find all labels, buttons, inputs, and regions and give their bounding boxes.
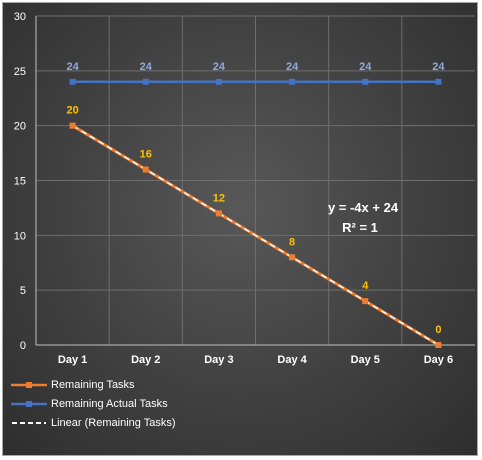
- data-label-remaining-actual-tasks: 24: [286, 61, 299, 73]
- legend-label-linear-trendline: Linear (Remaining Tasks): [51, 416, 176, 429]
- data-labels: 24 24 24 24 24 24 20 16 12 8 4 0: [66, 61, 445, 336]
- x-tick-label: Day 3: [204, 354, 233, 366]
- data-point-remaining-actual-tasks: [435, 78, 442, 85]
- y-tick-label: 25: [14, 66, 26, 78]
- data-point-remaining-actual-tasks: [142, 78, 149, 85]
- chart-area: 0 5 10 15 20 25 30 Day 1 Day 2 Day 3 Day 4 Day 5 Day…: [2, 2, 478, 456]
- data-label-remaining-actual-tasks: 24: [213, 61, 226, 73]
- legend-swatch-remaining-tasks: [11, 381, 47, 388]
- y-tick-label: 5: [20, 285, 26, 297]
- data-label-remaining-tasks: 8: [289, 236, 295, 248]
- data-point-remaining-tasks: [289, 254, 296, 261]
- y-tick-label: 30: [14, 11, 26, 23]
- data-label-remaining-tasks: 16: [140, 149, 152, 161]
- x-tick-label: Day 1: [58, 354, 87, 366]
- y-tick-label: 15: [14, 176, 26, 188]
- x-tick-label: Day 2: [131, 354, 160, 366]
- data-point-remaining-tasks: [142, 166, 149, 173]
- legend-item-remaining-actual-tasks: Remaining Actual Tasks: [11, 394, 176, 413]
- data-point-remaining-tasks: [362, 298, 369, 305]
- x-tick-label: Day 4: [277, 354, 307, 366]
- legend-item-linear-trendline: Linear (Remaining Tasks): [11, 413, 176, 432]
- legend: Remaining Tasks Remaining Actual Tasks L…: [11, 375, 176, 432]
- data-label-remaining-tasks: 12: [213, 192, 225, 204]
- axes: 0 5 10 15 20 25 30 Day 1 Day 2 Day 3 Day 4 Day 5 Day…: [14, 11, 475, 366]
- x-tick-label: Day 6: [424, 354, 453, 366]
- y-tick-label: 0: [20, 340, 26, 352]
- data-label-remaining-tasks: 20: [66, 105, 78, 117]
- gridlines: [36, 15, 475, 345]
- data-point-remaining-actual-tasks: [69, 78, 76, 85]
- legend-label-remaining-actual-tasks: Remaining Actual Tasks: [51, 397, 168, 410]
- data-label-remaining-tasks: 4: [362, 280, 369, 292]
- data-label-remaining-actual-tasks: 24: [140, 61, 153, 73]
- trendline-equation: y = -4x + 24: [328, 200, 399, 215]
- data-label-remaining-tasks: 0: [435, 324, 441, 336]
- legend-item-remaining-tasks: Remaining Tasks: [11, 375, 176, 394]
- trendline-r-squared: R² = 1: [342, 220, 378, 235]
- trendline-linear: [72, 125, 439, 346]
- x-tick-label: Day 5: [351, 354, 380, 366]
- data-point-remaining-tasks: [215, 210, 222, 217]
- series: [69, 78, 442, 348]
- line-chart: 0 5 10 15 20 25 30 Day 1 Day 2 Day 3 Day 4 Day 5 Day…: [14, 11, 475, 366]
- data-label-remaining-actual-tasks: 24: [66, 61, 79, 73]
- data-point-remaining-actual-tasks: [289, 78, 296, 85]
- y-tick-label: 10: [14, 230, 26, 242]
- data-label-remaining-actual-tasks: 24: [432, 61, 445, 73]
- legend-label-remaining-tasks: Remaining Tasks: [51, 378, 135, 391]
- legend-swatch-linear-trendline: [12, 421, 46, 424]
- y-tick-label: 20: [14, 121, 26, 133]
- legend-swatch-remaining-actual-tasks: [11, 400, 47, 407]
- data-point-remaining-tasks: [435, 342, 442, 348]
- data-point-remaining-actual-tasks: [362, 78, 369, 85]
- data-point-remaining-tasks: [69, 122, 76, 129]
- data-label-remaining-actual-tasks: 24: [359, 61, 372, 73]
- data-point-remaining-actual-tasks: [215, 78, 222, 85]
